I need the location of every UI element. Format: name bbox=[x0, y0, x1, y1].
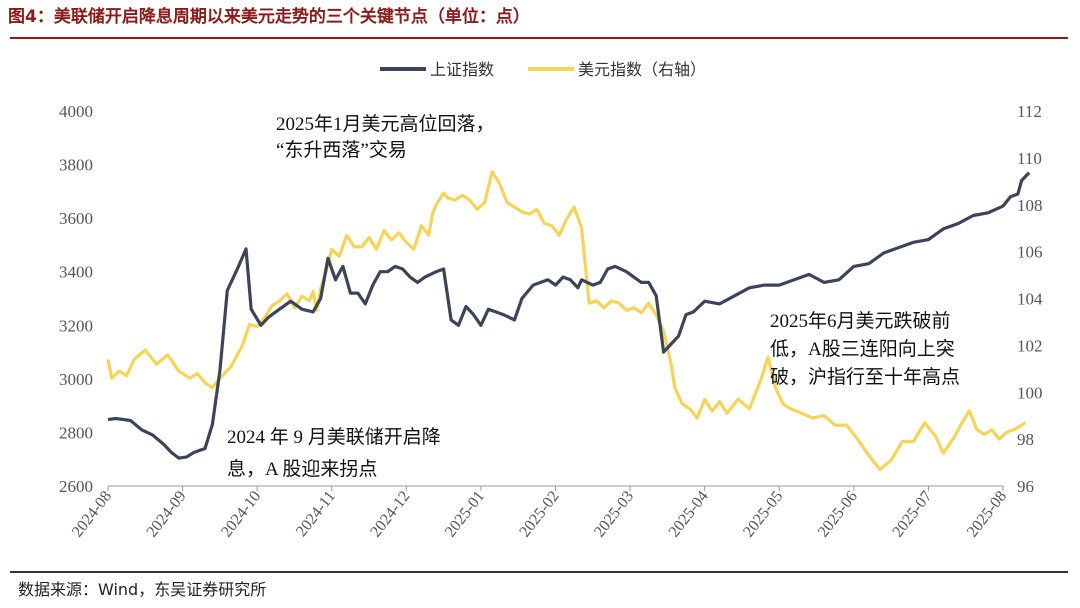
y-left-tick-label: 3400 bbox=[59, 263, 93, 282]
y-left-tick-label: 3600 bbox=[59, 209, 93, 228]
legend-label-sse: 上证指数 bbox=[430, 61, 494, 79]
x-tick-label: 2025-05 bbox=[740, 488, 786, 540]
y-left-tick-label: 3000 bbox=[59, 370, 93, 389]
x-tick-label: 2024-11 bbox=[293, 488, 339, 540]
annotation-sep-2024-line1: 2024 年 9 月美联储开启降 bbox=[227, 426, 441, 448]
annotation-jun-2025-line1: 2025年6月美元跌破前 bbox=[770, 310, 951, 332]
y-left-tick-label: 3200 bbox=[59, 316, 93, 335]
y-right-tick-label: 106 bbox=[1017, 243, 1043, 262]
y-right-tick-label: 112 bbox=[1017, 102, 1042, 121]
x-axis: 2024-08 2024-09 2024-10 2024-11 2024-12 2025-… bbox=[69, 486, 1010, 540]
y-right-tick-label: 100 bbox=[1017, 383, 1043, 402]
series-line-shanghai-composite bbox=[107, 171, 1031, 460]
x-tick-label: 2025-03 bbox=[591, 488, 637, 540]
figure-title: 图4：美联储开启降息周期以来美元走势的三个关键节点（单位：点） bbox=[8, 7, 530, 27]
annotation-jun-2025-line2: 低，A股三连阳向上突 bbox=[770, 338, 955, 360]
annotation-jun-2025-line3: 破，沪指行至十年高点 bbox=[770, 366, 960, 388]
series-line-dollar-index bbox=[106, 170, 1027, 472]
y-left-tick-label: 2800 bbox=[59, 423, 93, 442]
y-right-tick-label: 108 bbox=[1017, 196, 1043, 215]
x-tick-label: 2025-04 bbox=[666, 488, 712, 540]
y-left-tick-label: 4000 bbox=[59, 102, 93, 121]
legend-label-dxy: 美元指数（右轴） bbox=[578, 61, 706, 79]
source-rule bbox=[10, 571, 1068, 573]
x-tick-label: 2025-07 bbox=[889, 488, 935, 540]
title-rule bbox=[10, 37, 1068, 39]
y-axis-left: 2600 2800 3000 3200 3400 3600 3800 4000 bbox=[59, 102, 93, 496]
chart: 上证指数 美元指数（右轴） 2600 2800 3000 3200 3400 3600 38… bbox=[59, 61, 1043, 540]
annotation-jan-2025-line2: “东升西落”交易 bbox=[276, 139, 407, 161]
y-left-tick-label: 2600 bbox=[59, 477, 93, 496]
y-axis-right: 96 98 100 102 104 106 108 110 112 bbox=[1017, 102, 1043, 496]
x-tick-label: 2025-02 bbox=[516, 488, 562, 540]
y-right-tick-label: 96 bbox=[1017, 477, 1034, 496]
y-right-tick-label: 110 bbox=[1017, 149, 1042, 168]
annotation-jan-2025-line1: 2025年1月美元高位回落， bbox=[276, 113, 495, 135]
x-tick-label: 2025-08 bbox=[964, 488, 1010, 540]
x-tick-label: 2024-12 bbox=[367, 488, 413, 540]
annotation-jun-2025: 2025年6月美元跌破前 低，A股三连阳向上突 破，沪指行至十年高点 bbox=[770, 310, 960, 388]
y-left-tick-label: 3800 bbox=[59, 156, 93, 175]
x-tick-label: 2025-06 bbox=[815, 488, 861, 540]
source-note: 数据来源：Wind，东吴证券研究所 bbox=[18, 580, 267, 599]
annotation-jan-2025: 2025年1月美元高位回落， “东升西落”交易 bbox=[276, 113, 495, 161]
legend: 上证指数 美元指数（右轴） bbox=[380, 61, 706, 79]
annotation-sep-2024: 2024 年 9 月美联储开启降 息，A 股迎来拐点 bbox=[227, 426, 441, 480]
y-right-tick-label: 104 bbox=[1017, 290, 1043, 309]
annotation-sep-2024-line2: 息，A 股迎来拐点 bbox=[227, 458, 377, 480]
x-tick-label: 2025-01 bbox=[442, 488, 488, 540]
y-right-tick-label: 102 bbox=[1017, 336, 1043, 355]
x-tick-label: 2024-09 bbox=[144, 488, 190, 540]
y-right-tick-label: 98 bbox=[1017, 430, 1034, 449]
x-tick-label: 2024-10 bbox=[218, 488, 264, 540]
